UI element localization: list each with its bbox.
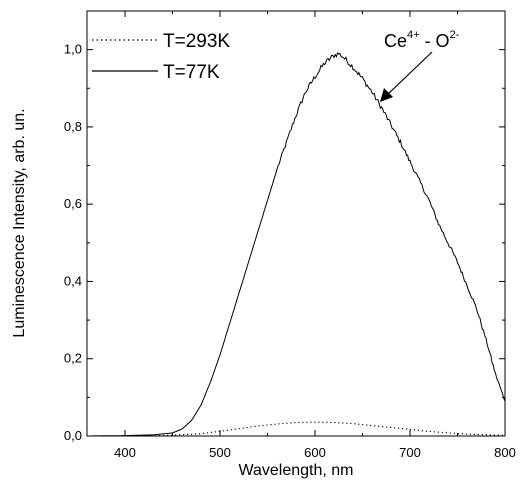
x-tick-label-400: 400 [114,445,136,460]
series-line-t77 [87,51,506,437]
y-axis-title: Luminescence Intensity, arb. un. [11,108,28,337]
plot-frame [86,10,506,437]
annotation-arrow-head [380,88,393,102]
annotation-base: Ce [384,31,407,51]
legend-label-t293: T=293K [163,31,230,52]
y-tick-label-4: 0,8 [64,119,82,134]
y-tick-label-0: 0,0 [64,428,82,443]
annotation-sup1: 4+ [407,29,420,41]
x-axis-title: Wavelength, nm [238,462,353,479]
x-tick-label-700: 700 [399,445,421,460]
y-tick-label-5: 1,0 [64,42,82,57]
series-layer [87,51,506,437]
y-tick-label-3: 0,6 [64,196,82,211]
legend: T=293K T=77K [92,31,230,83]
legend-label-t77: T=77K [163,62,220,83]
annotation: Ce4+ - O2- [380,29,460,102]
y-tick-label-1: 0,2 [64,351,82,366]
annotation-sup2: 2- [450,29,460,41]
annotation-arrow-shaft [385,51,433,97]
x-tick-label-500: 500 [209,445,231,460]
annotation-mid: - O [420,31,450,51]
ticks-layer: 400 500 600 700 800 0,0 0,2 0,4 0,6 0,8 1,0 [64,10,516,460]
x-tick-label-800: 800 [494,445,516,460]
y-tick-label-2: 0,4 [64,273,82,288]
x-tick-label-600: 600 [304,445,326,460]
annotation-label: Ce4+ - O2- [384,29,460,51]
series-line-t293 [87,421,506,437]
